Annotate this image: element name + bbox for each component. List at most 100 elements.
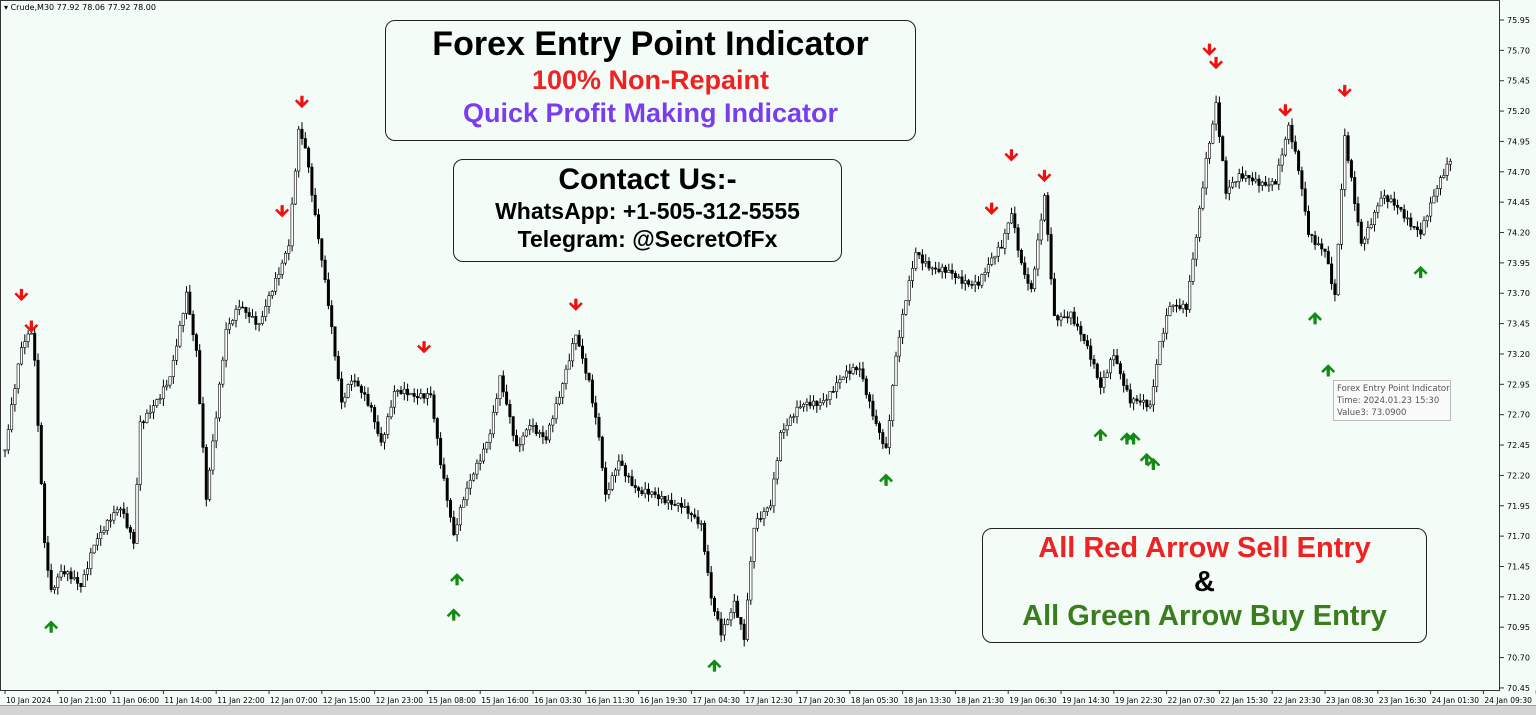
panel-subtitle-nonrepaint: 100% Non-Repaint (531, 65, 770, 95)
candle (788, 414, 792, 426)
candle (808, 394, 812, 409)
candle (16, 363, 20, 394)
x-tick-label: 19 Jan 22:30 (1115, 696, 1163, 705)
candle (693, 508, 697, 520)
candle (1095, 362, 1099, 380)
candle (1036, 233, 1040, 277)
candle (185, 286, 189, 320)
candle (937, 262, 941, 274)
buy-arrow-icon (1139, 452, 1154, 466)
candle (356, 377, 360, 387)
candle (142, 419, 146, 430)
candle (1290, 118, 1294, 150)
candle (1026, 267, 1030, 291)
x-tick-label: 17 Jan 12:30 (745, 696, 793, 705)
candle (508, 399, 512, 424)
candle (1198, 205, 1202, 242)
candle (907, 275, 911, 306)
candle (326, 272, 330, 310)
y-tick-label: 71.45 (1507, 562, 1530, 571)
x-tick-label: 11 Jan 14:00 (164, 696, 212, 705)
candle (656, 487, 660, 507)
candle (686, 502, 690, 520)
candle (485, 441, 489, 454)
candle (373, 404, 377, 430)
candle (287, 239, 291, 261)
price-axis: 75.95 75.70 75.45 75.20 74.95 74.70 74.45 74.20… (1500, 16, 1530, 693)
candle (732, 593, 736, 619)
candle (1155, 359, 1159, 393)
candle (838, 374, 842, 390)
x-tick-label: 24 Jan 01:30 (1432, 696, 1480, 705)
candle (495, 393, 499, 416)
y-tick-label: 75.95 (1507, 16, 1530, 25)
candle (270, 289, 274, 299)
candle (1439, 175, 1443, 196)
candle (1283, 136, 1287, 157)
candle (6, 424, 10, 454)
candle (300, 122, 304, 145)
candle (871, 394, 875, 421)
candle (1333, 279, 1337, 302)
legend-panel: All Red Arrow Sell Entry & All Green Arr… (982, 528, 1427, 643)
candle (198, 344, 202, 405)
candles-layer (3, 95, 1452, 647)
candle (1425, 214, 1429, 228)
sell-arrow-icon (1037, 169, 1052, 183)
x-tick-label: 11 Jan 06:00 (112, 696, 160, 705)
candle (557, 391, 561, 406)
x-tick-label: 18 Jan 13:30 (904, 696, 952, 705)
x-tick-label: 22 Jan 23:30 (1273, 696, 1321, 705)
candle (39, 422, 43, 486)
sell-arrow-icon (24, 320, 39, 333)
candle (646, 483, 650, 502)
y-tick-label: 74.70 (1507, 168, 1530, 177)
candle (1009, 207, 1013, 225)
candle (1122, 370, 1126, 393)
x-tick-label: 24 Jan 09:30 (1484, 696, 1532, 705)
candle (1208, 140, 1212, 164)
candle (897, 330, 901, 363)
candle (1419, 222, 1423, 240)
candle (412, 388, 416, 403)
candle (442, 457, 446, 482)
candle (901, 308, 905, 344)
candle (716, 607, 720, 622)
candle (590, 374, 594, 408)
candle (505, 384, 509, 406)
candle (983, 267, 987, 282)
y-tick-label: 71.70 (1507, 532, 1530, 541)
candle (706, 544, 710, 577)
candle (1406, 210, 1410, 226)
candle (1254, 171, 1258, 184)
buy-arrow-icon (879, 473, 893, 486)
x-tick-label: 15 Jan 08:00 (428, 696, 476, 705)
candle (310, 163, 314, 203)
x-tick-label: 10 Jan 21:00 (59, 696, 107, 705)
candle (343, 392, 347, 408)
tooltip-name: Forex Entry Point Indicator (1337, 384, 1450, 394)
candle (1029, 280, 1033, 293)
candle (481, 443, 485, 464)
candle (775, 457, 779, 485)
candle (1181, 300, 1185, 314)
candle (89, 547, 93, 576)
candle (1379, 191, 1383, 207)
candle (66, 570, 70, 582)
candle (1359, 218, 1363, 247)
candle (19, 341, 23, 366)
candle (415, 389, 419, 405)
candle (858, 362, 862, 378)
candle (528, 419, 532, 436)
candle (745, 592, 749, 642)
candle (1382, 189, 1386, 205)
candle (1142, 394, 1146, 410)
candle (1442, 168, 1446, 179)
candle (1270, 177, 1274, 192)
candle (115, 506, 119, 516)
candle (541, 425, 545, 444)
candle (1432, 189, 1436, 204)
candle (1112, 349, 1116, 367)
candle (201, 396, 205, 453)
